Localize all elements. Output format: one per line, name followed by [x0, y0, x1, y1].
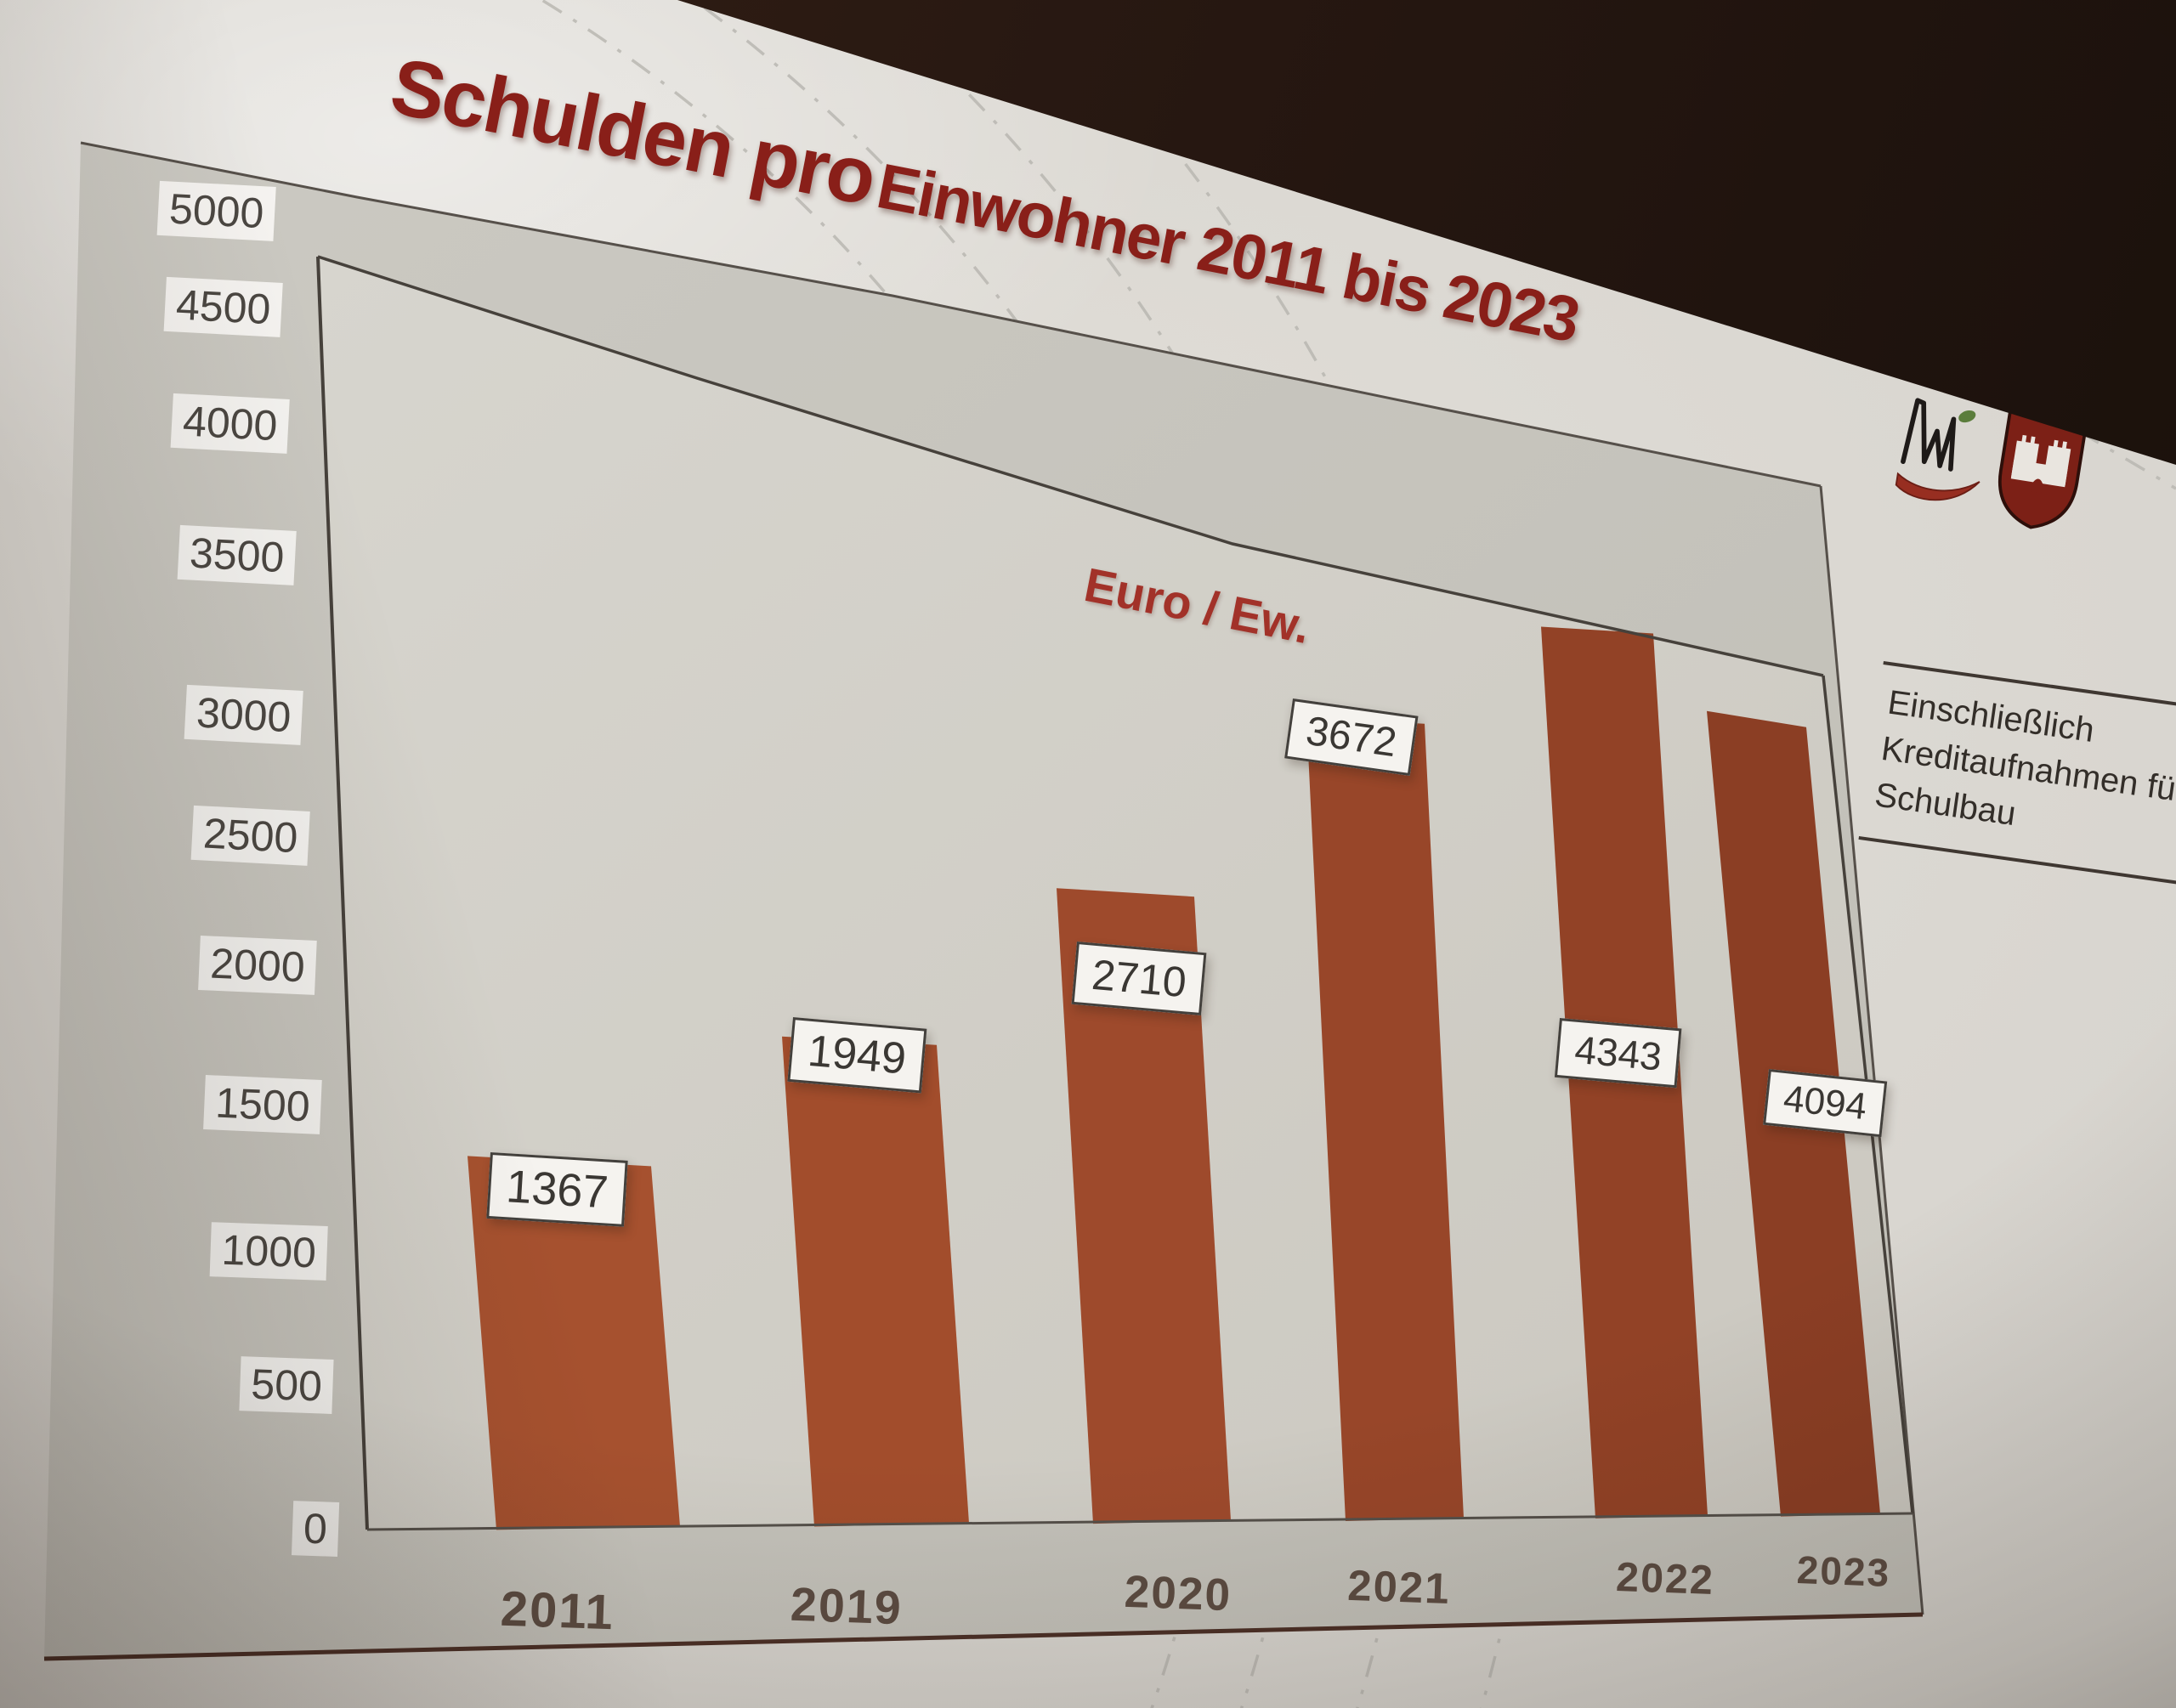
y-axis-tick-label: 0 — [291, 1501, 339, 1557]
y-axis-tick-label: 4000 — [170, 393, 290, 454]
bar-value-label: 1949 — [787, 1017, 927, 1094]
crest-shield-icon — [1998, 406, 2089, 529]
decor-dash-line — [1572, 130, 2176, 490]
bar-2011 — [468, 1156, 680, 1530]
bar-value-label: 4343 — [1554, 1018, 1682, 1089]
y-axis-tick-label: 3500 — [177, 524, 297, 585]
bar-value-label: 2710 — [1071, 942, 1207, 1016]
x-axis-category-label: 2022 — [1615, 1553, 1715, 1603]
panel-top-border — [80, 141, 1822, 488]
x-axis-category-label: 2021 — [1346, 1560, 1452, 1614]
castle-gate — [2032, 478, 2043, 494]
castle-icon — [2010, 434, 2071, 488]
y-axis-tick-label: 1000 — [209, 1222, 328, 1281]
bar-2019 — [782, 1036, 969, 1527]
y-axis-tick-label: 4500 — [163, 276, 283, 337]
y-axis-tick-label: 1500 — [203, 1075, 322, 1134]
x-axis-category-label: 2020 — [1123, 1566, 1233, 1621]
x-axis-category-label: 2023 — [1796, 1547, 1892, 1595]
y-axis-tick-label: 2000 — [198, 936, 317, 995]
signature-mark-icon — [1901, 398, 1957, 472]
bar-value-label: 1367 — [486, 1152, 628, 1227]
y-axis-tick-label: 500 — [239, 1356, 334, 1414]
panel-bottom-border — [43, 1612, 1924, 1661]
leaf-icon — [1958, 410, 1976, 423]
bar-2020 — [1057, 888, 1231, 1524]
municipal-logo — [1895, 398, 2089, 529]
x-axis-category-label: 2019 — [789, 1577, 904, 1635]
x-axis-line — [366, 1512, 1913, 1531]
y-axis-tick-label: 3000 — [184, 684, 303, 745]
y-axis-tick-label: 2500 — [190, 805, 310, 866]
plot-top-border — [317, 255, 1824, 677]
swoosh-icon — [1895, 472, 1980, 501]
x-axis-category-label: 2011 — [499, 1581, 615, 1641]
y-axis-tick-label: 5000 — [156, 180, 276, 241]
decor-dash-line — [1691, 100, 2176, 384]
panel-right-border — [1819, 485, 1924, 1615]
y-axis-line — [316, 256, 369, 1530]
bar-2021 — [1306, 716, 1464, 1521]
